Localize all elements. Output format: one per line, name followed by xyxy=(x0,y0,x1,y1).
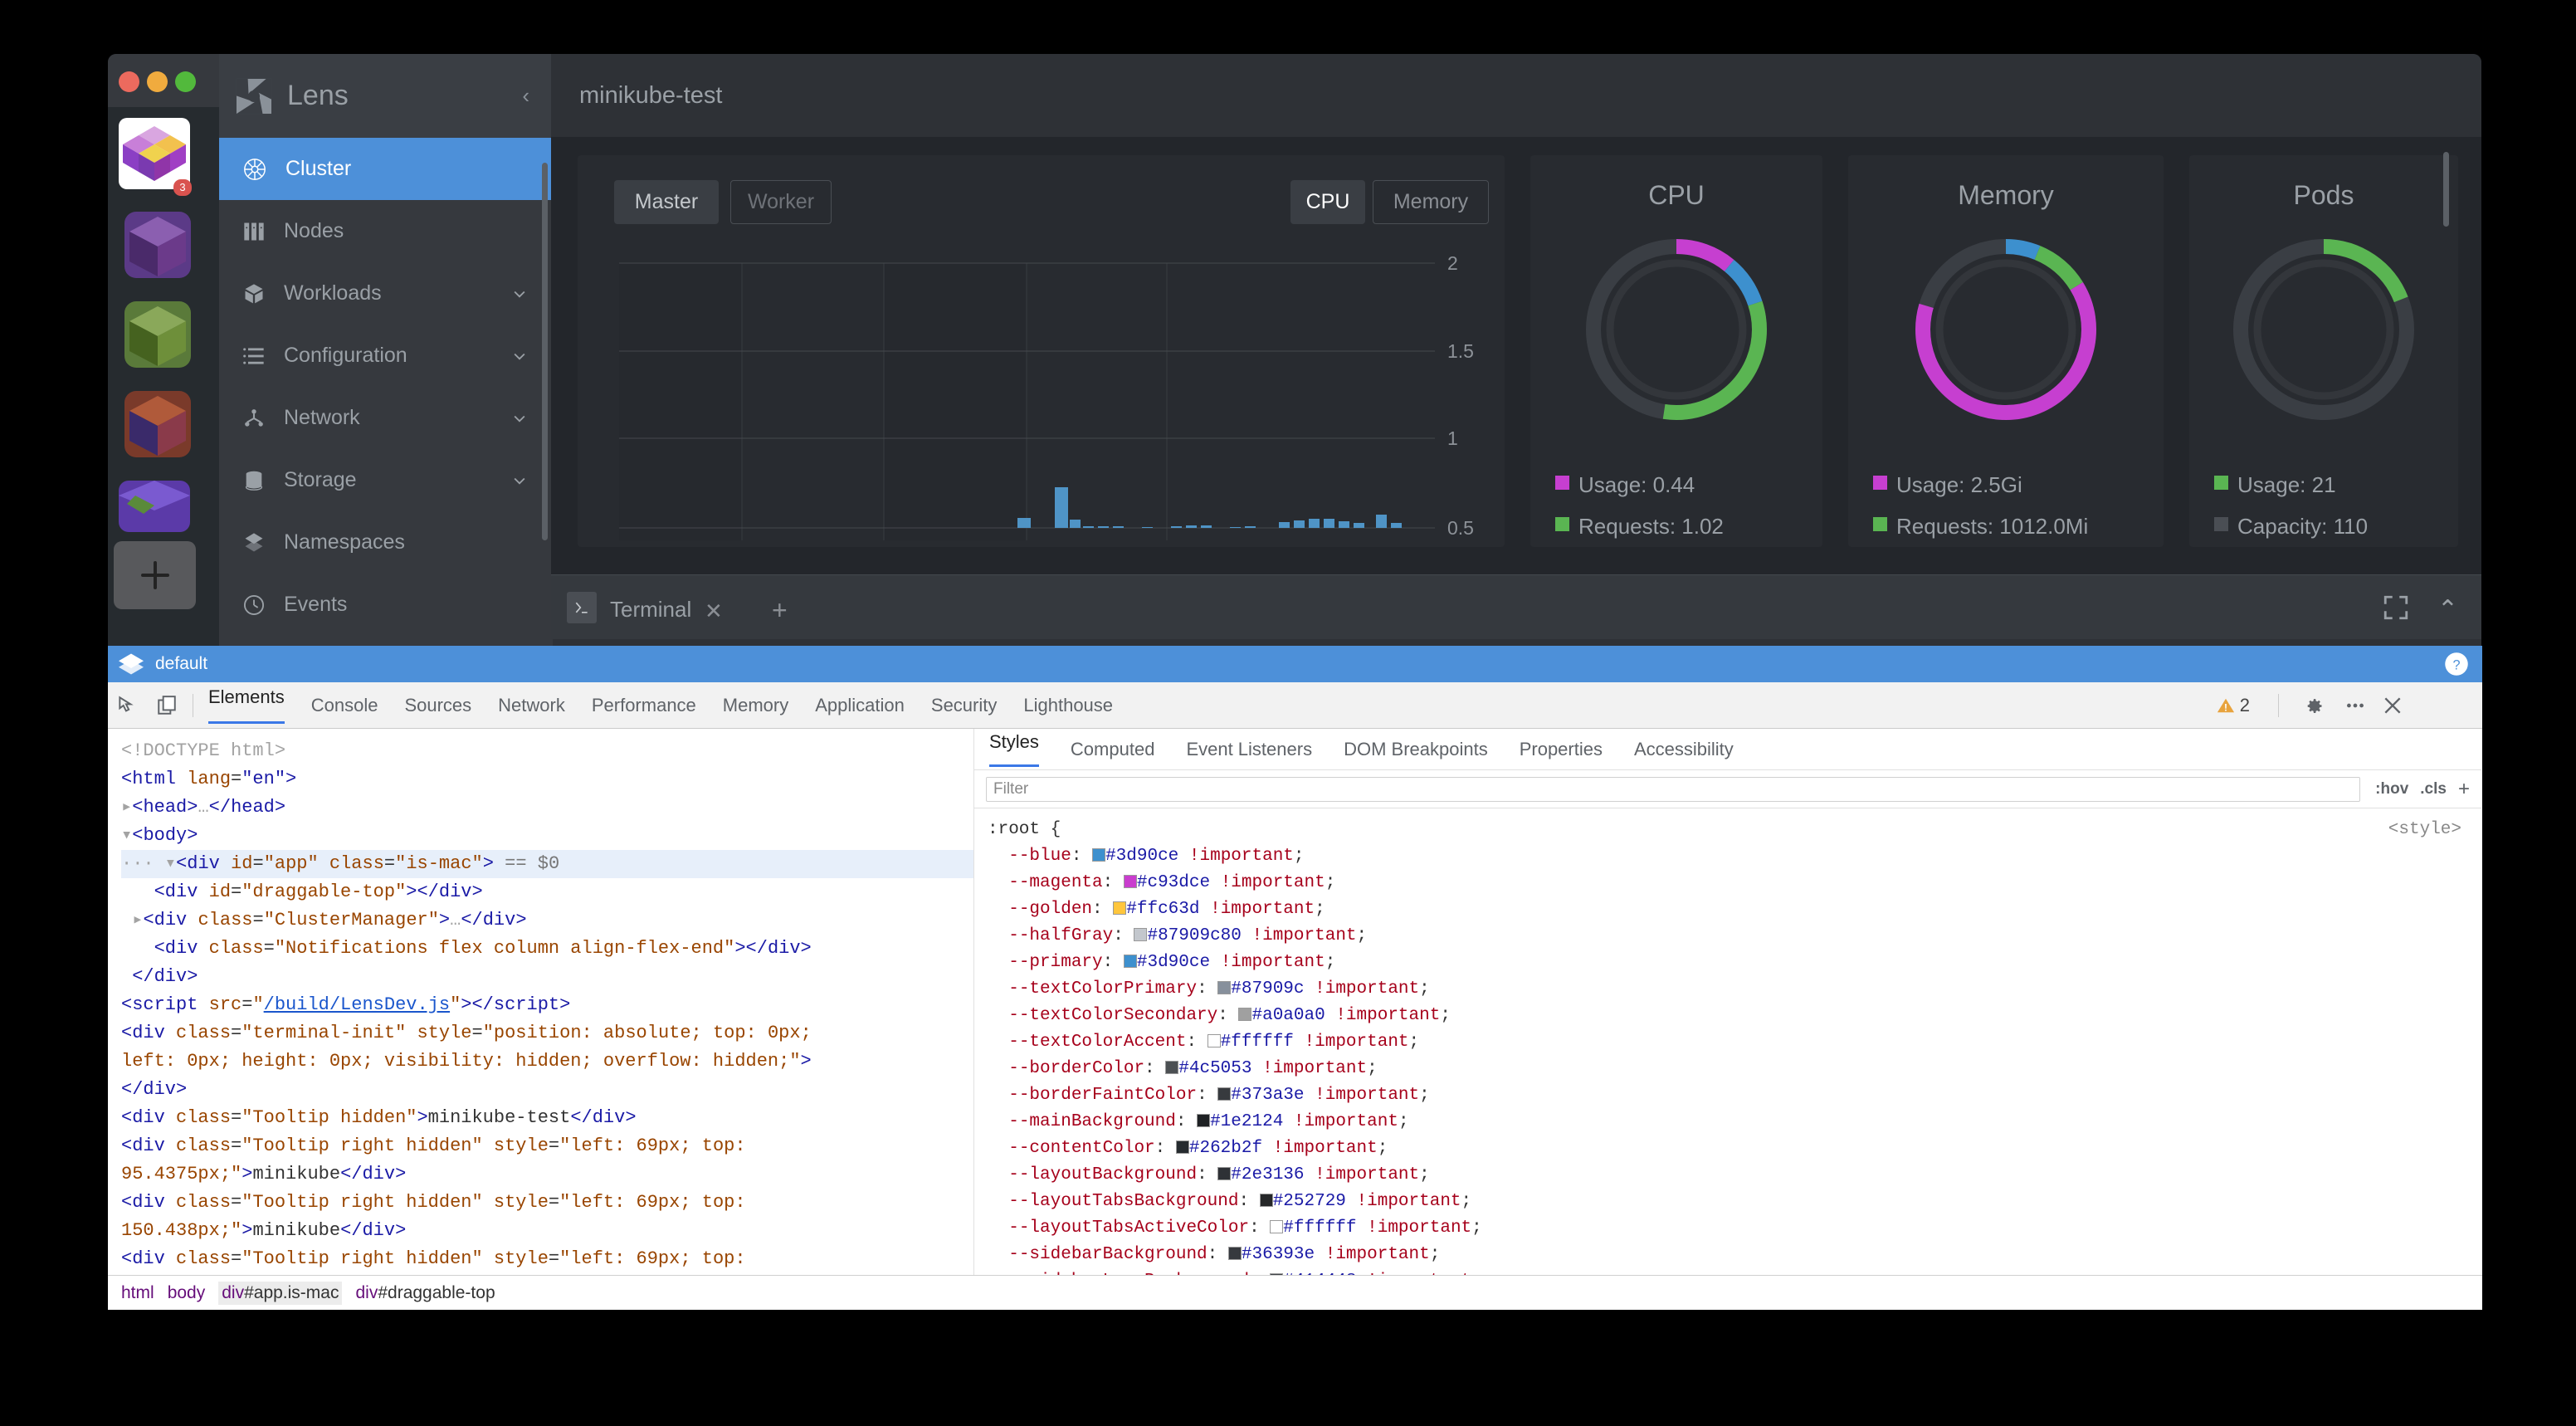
svg-text:1.5: 1.5 xyxy=(1447,340,1474,362)
svg-text:2: 2 xyxy=(1447,252,1458,274)
svg-text:?: ? xyxy=(2452,657,2460,672)
svg-text:!: ! xyxy=(2224,701,2227,713)
svg-text:1: 1 xyxy=(1447,427,1458,449)
svg-text:0.5: 0.5 xyxy=(1447,517,1474,539)
